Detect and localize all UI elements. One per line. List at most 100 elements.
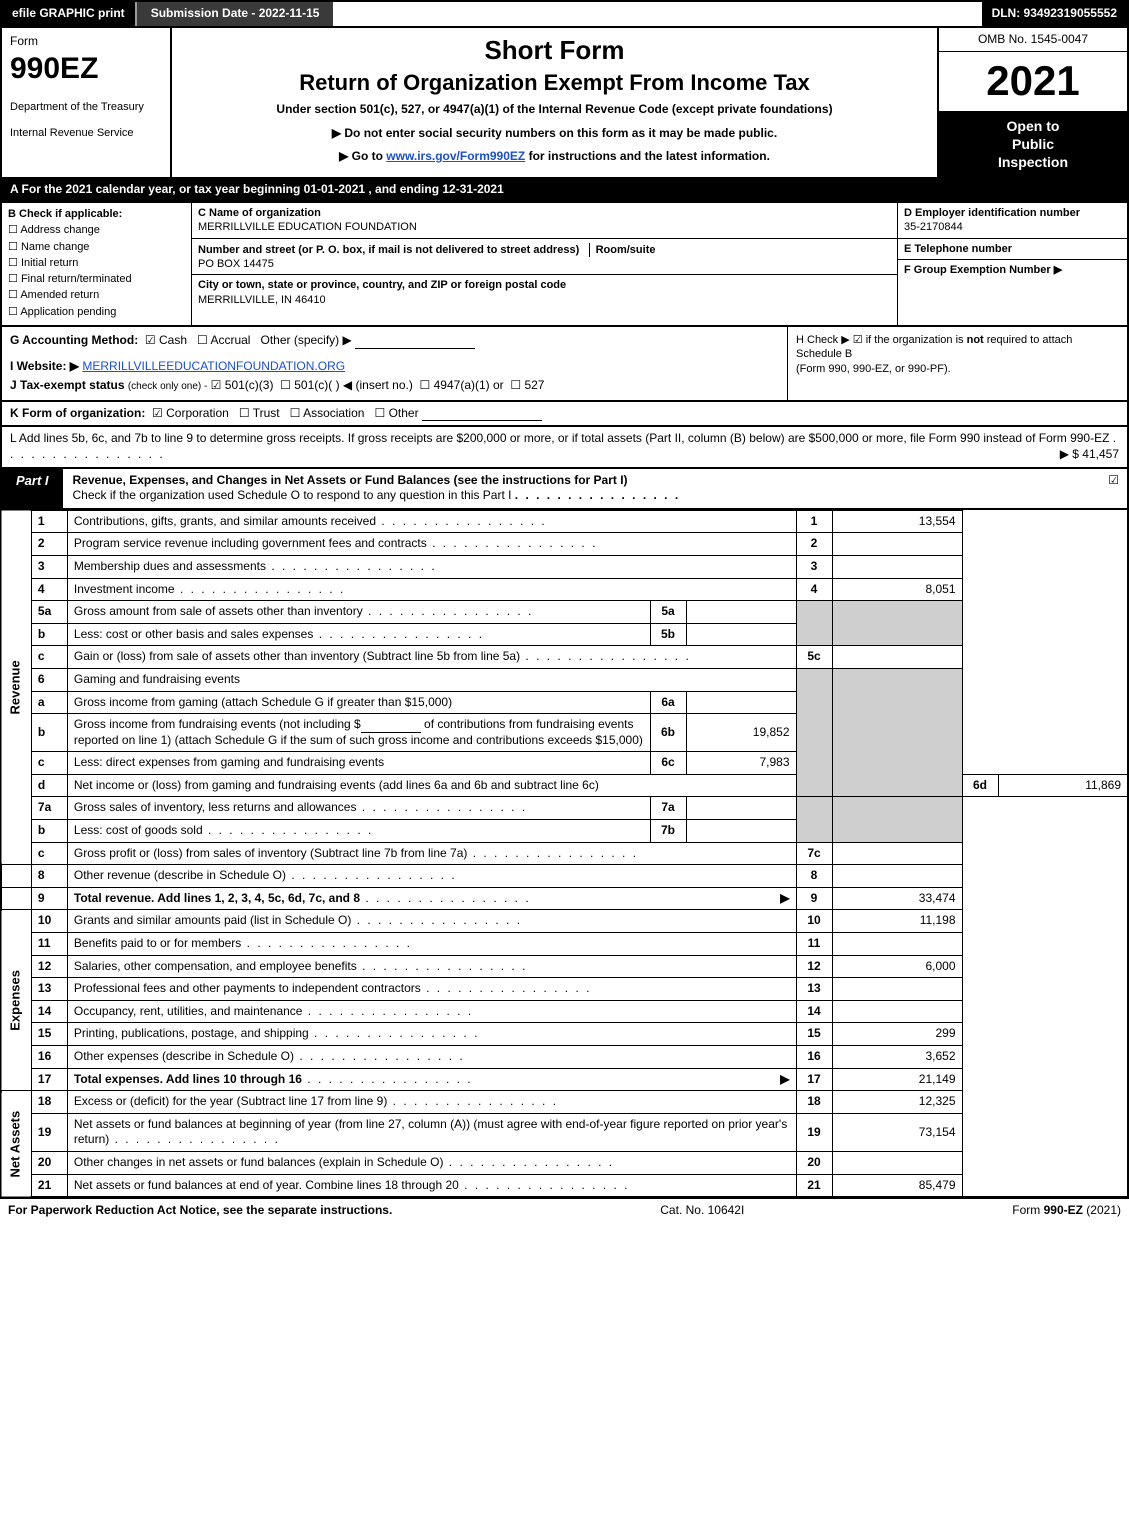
other-specify-field[interactable] (355, 335, 475, 349)
submission-date-label: Submission Date - 2022-11-15 (135, 2, 334, 26)
line-num: 9 (31, 887, 67, 910)
line-ref: 13 (796, 978, 832, 1001)
k-corp: Corporation (166, 406, 229, 420)
chk-initial-return[interactable]: ☐ Initial return (8, 256, 185, 270)
line-ref: 12 (796, 955, 832, 978)
checkbox-icon[interactable]: ☑ (145, 333, 156, 347)
page-footer: For Paperwork Reduction Act Notice, see … (0, 1198, 1129, 1223)
chk-application-pending[interactable]: ☐ Application pending (8, 305, 185, 319)
line-desc: Gross income from gaming (attach Schedul… (67, 691, 650, 714)
dots (443, 1155, 614, 1169)
side-blank (1, 865, 31, 888)
chk-address-change[interactable]: ☐ Address change (8, 223, 185, 237)
row-gh: G Accounting Method: ☑ Cash ☐ Accrual Ot… (0, 327, 1129, 402)
checkbox-icon[interactable]: ☐ (374, 406, 385, 420)
line-ref: 18 (796, 1091, 832, 1114)
line-ref: 2 (796, 533, 832, 556)
line-amount (832, 555, 962, 578)
line-num: 16 (31, 1046, 67, 1069)
line-desc: Occupancy, rent, utilities, and maintena… (74, 1004, 303, 1018)
sub-num: 6c (650, 752, 686, 775)
goto-line: ▶ Go to www.irs.gov/Form990EZ for instru… (182, 149, 927, 165)
line-desc: Less: cost of goods sold (74, 823, 203, 837)
shaded-cell (796, 668, 832, 797)
line-ref: 8 (796, 865, 832, 888)
website-link[interactable]: MERRILLVILLEEDUCATIONFOUNDATION.ORG (82, 359, 345, 373)
line-ref: 15 (796, 1023, 832, 1046)
line-desc: Professional fees and other payments to … (74, 981, 421, 995)
line-16: 16 Other expenses (describe in Schedule … (1, 1046, 1128, 1069)
footer-right-bold: 990-EZ (1044, 1203, 1083, 1217)
j-501c3: 501(c)(3) (225, 378, 274, 392)
shaded-cell (796, 601, 832, 646)
line-desc: Gain or (loss) from sale of assets other… (74, 649, 520, 663)
j-4947: 4947(a)(1) or (434, 378, 504, 392)
chk-label: Final return/terminated (21, 273, 132, 285)
chk-name-change[interactable]: ☐ Name change (8, 240, 185, 254)
chk-amended-return[interactable]: ☐ Amended return (8, 288, 185, 302)
line-desc: Gaming and fundraising events (67, 668, 796, 691)
line-num: c (31, 646, 67, 669)
line-5c: c Gain or (loss) from sale of assets oth… (1, 646, 1128, 669)
chk-final-return[interactable]: ☐ Final return/terminated (8, 272, 185, 286)
k-label: K Form of organization: (10, 406, 145, 420)
line-amount: 73,154 (832, 1113, 962, 1151)
efile-label[interactable]: efile GRAPHIC print (2, 2, 135, 26)
line-num: c (31, 752, 67, 775)
line-num: 5a (31, 601, 67, 624)
line-17: 17 Total expenses. Add lines 10 through … (1, 1068, 1128, 1091)
checkbox-icon[interactable]: ☐ (290, 406, 301, 420)
dots (313, 627, 484, 641)
revenue-side-label: Revenue (1, 510, 31, 865)
line-13: 13 Professional fees and other payments … (1, 978, 1128, 1001)
dots (203, 823, 374, 837)
line-num: 7a (31, 797, 67, 820)
checkbox-icon[interactable]: ☑ (211, 378, 222, 392)
sub-val (686, 797, 796, 820)
k-assoc: Association (303, 406, 364, 420)
dots (360, 891, 531, 905)
goto-pre: ▶ Go to (339, 149, 386, 163)
form-number: 990EZ (10, 49, 162, 88)
side-blank (1, 887, 31, 910)
city-value: MERRILLVILLE, IN 46410 (198, 293, 891, 307)
line-ref: 17 (796, 1068, 832, 1091)
checkbox-icon[interactable]: ☐ (420, 378, 431, 392)
line-num: b (31, 623, 67, 646)
part1-check[interactable]: ☑ (1100, 469, 1127, 508)
sub-val (686, 820, 796, 843)
dots (266, 559, 437, 573)
top-bar: efile GRAPHIC print Submission Date - 20… (0, 0, 1129, 28)
checkbox-icon[interactable]: ☐ (510, 378, 521, 392)
checkbox-icon[interactable]: ☑ (152, 406, 163, 420)
i-label: I Website: ▶ (10, 359, 79, 373)
line-num: 13 (31, 978, 67, 1001)
chk-label: Name change (21, 241, 90, 253)
checkbox-icon[interactable]: ☐ (197, 333, 208, 347)
line-7a: 7a Gross sales of inventory, less return… (1, 797, 1128, 820)
irs-link[interactable]: www.irs.gov/Form990EZ (386, 149, 525, 163)
line-amount: 8,051 (832, 578, 962, 601)
dots (459, 1178, 630, 1192)
j-sub: (check only one) - (128, 381, 207, 392)
line-num: 17 (31, 1068, 67, 1091)
line-num: 12 (31, 955, 67, 978)
line-ref: 1 (796, 510, 832, 533)
checkbox-icon[interactable]: ☐ (239, 406, 250, 420)
checkbox-icon[interactable]: ☐ (280, 378, 291, 392)
k-other-field[interactable] (422, 407, 542, 421)
line-num: 11 (31, 933, 67, 956)
l6b-blank[interactable] (361, 719, 421, 733)
dots (351, 913, 522, 927)
chk-label: Amended return (20, 289, 99, 301)
line-amount: 21,149 (832, 1068, 962, 1091)
checkbox-icon[interactable]: ☑ (853, 334, 863, 346)
open-1: Open to (943, 117, 1123, 135)
line-ref: 5c (796, 646, 832, 669)
roomsuite-label: Room/suite (589, 243, 656, 257)
chk-label: Initial return (21, 257, 78, 269)
checkbox-icon: ☑ (1108, 473, 1119, 487)
line-desc: Less: cost or other basis and sales expe… (74, 627, 313, 641)
cell-ein: D Employer identification number 35-2170… (898, 203, 1127, 239)
street-value: PO BOX 14475 (198, 257, 891, 271)
